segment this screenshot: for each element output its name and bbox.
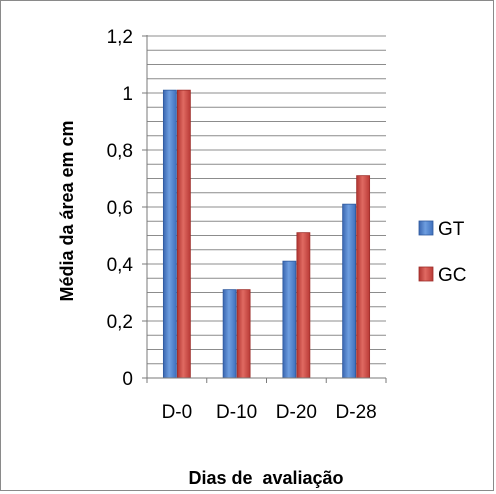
- legend-swatch-gt: [419, 221, 433, 235]
- y-tick-label: 0,6: [107, 198, 133, 219]
- bar-gc-d-0: [177, 90, 190, 378]
- bar-gt-d-28: [343, 204, 356, 378]
- x-tick-label: D-0: [162, 402, 193, 423]
- y-tick-label: 1,2: [107, 27, 133, 48]
- y-tick-label: 0,4: [107, 255, 134, 276]
- x-tick-labels: D-0 D-10 D-20 D-28: [162, 402, 377, 423]
- bar-gc-d-20: [297, 233, 310, 378]
- y-axis-title: Média da área em cm: [57, 120, 77, 301]
- legend-label-gt: GT: [438, 219, 465, 240]
- x-tick-label: D-10: [216, 402, 257, 423]
- x-axis-title: Dias de avaliação: [188, 468, 343, 488]
- x-tick-label: D-28: [336, 402, 377, 423]
- bar-gt-d-20: [283, 261, 296, 378]
- legend-label-gc: GC: [438, 265, 467, 286]
- y-tick-label: 0: [122, 369, 133, 390]
- x-tick-label: D-20: [276, 402, 317, 423]
- bar-gt-d-10: [223, 290, 236, 378]
- bar-gc-d-28: [357, 176, 370, 378]
- y-tick-label: 1: [122, 84, 133, 105]
- y-tick-label: 0,8: [107, 141, 133, 162]
- y-tick-label: 0,2: [107, 312, 133, 333]
- y-tick-labels: 0 0,2 0,4 0,6 0,8 1 1,2: [107, 27, 134, 390]
- bar-gc-d-10: [237, 290, 250, 378]
- bar-gt-d-0: [163, 90, 176, 378]
- legend: GT GC: [419, 219, 467, 286]
- legend-swatch-gc: [419, 267, 433, 281]
